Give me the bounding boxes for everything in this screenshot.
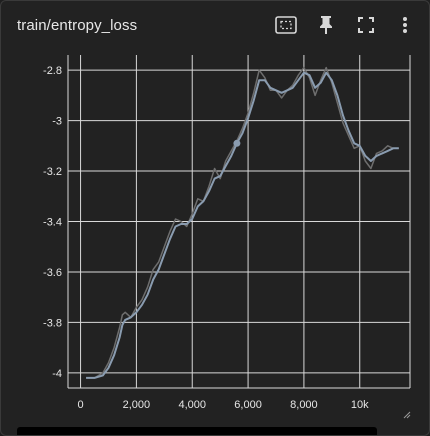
grid xyxy=(67,55,411,389)
raw-series xyxy=(86,66,399,379)
x-tick-label: 8,000 xyxy=(290,399,318,411)
y-tick-label: -2.8 xyxy=(43,65,62,77)
x-tick-label: 0 xyxy=(78,399,84,411)
smoothed-line xyxy=(86,71,399,379)
chart-title: train/entropy_loss xyxy=(17,17,138,34)
more-vert-icon[interactable] xyxy=(393,13,417,37)
x-tick-label: 6,000 xyxy=(234,399,262,411)
select-region-icon[interactable] xyxy=(274,13,298,37)
y-tick-label: -3.2 xyxy=(43,166,62,178)
y-tick-label: -3.8 xyxy=(43,317,62,329)
scrollbar[interactable] xyxy=(17,427,377,435)
x-tick-label: 10k xyxy=(351,399,369,411)
fullscreen-icon[interactable] xyxy=(354,13,378,37)
raw-line xyxy=(86,66,399,379)
x-axis-ticks: 0 2,000 4,000 6,000 8,000 10k xyxy=(78,399,370,411)
y-tick-label: -3.4 xyxy=(43,217,62,229)
resize-handle-icon[interactable] xyxy=(403,411,411,419)
y-tick-label: -3 xyxy=(52,116,62,128)
chart-area[interactable]: -2.8 -3 -3.2 -3.4 -3.6 -3.8 -4 0 2,000 4,000 6,00… xyxy=(1,51,429,421)
x-tick-label: 2,000 xyxy=(123,399,151,411)
x-tick-label: 4,000 xyxy=(178,399,206,411)
line-chart[interactable]: -2.8 -3 -3.2 -3.4 -3.6 -3.8 -4 0 2,000 4,000 6,00… xyxy=(1,51,429,421)
hover-marker xyxy=(233,139,241,147)
card-header: train/entropy_loss xyxy=(1,1,429,51)
y-axis-ticks: -2.8 -3 -3.2 -3.4 -3.6 -3.8 -4 xyxy=(43,65,62,380)
marker-point[interactable] xyxy=(233,139,241,147)
pin-icon[interactable] xyxy=(314,13,338,37)
y-tick-label: -3.6 xyxy=(43,267,62,279)
y-tick-label: -4 xyxy=(52,368,62,380)
smoothed-series xyxy=(86,71,399,379)
